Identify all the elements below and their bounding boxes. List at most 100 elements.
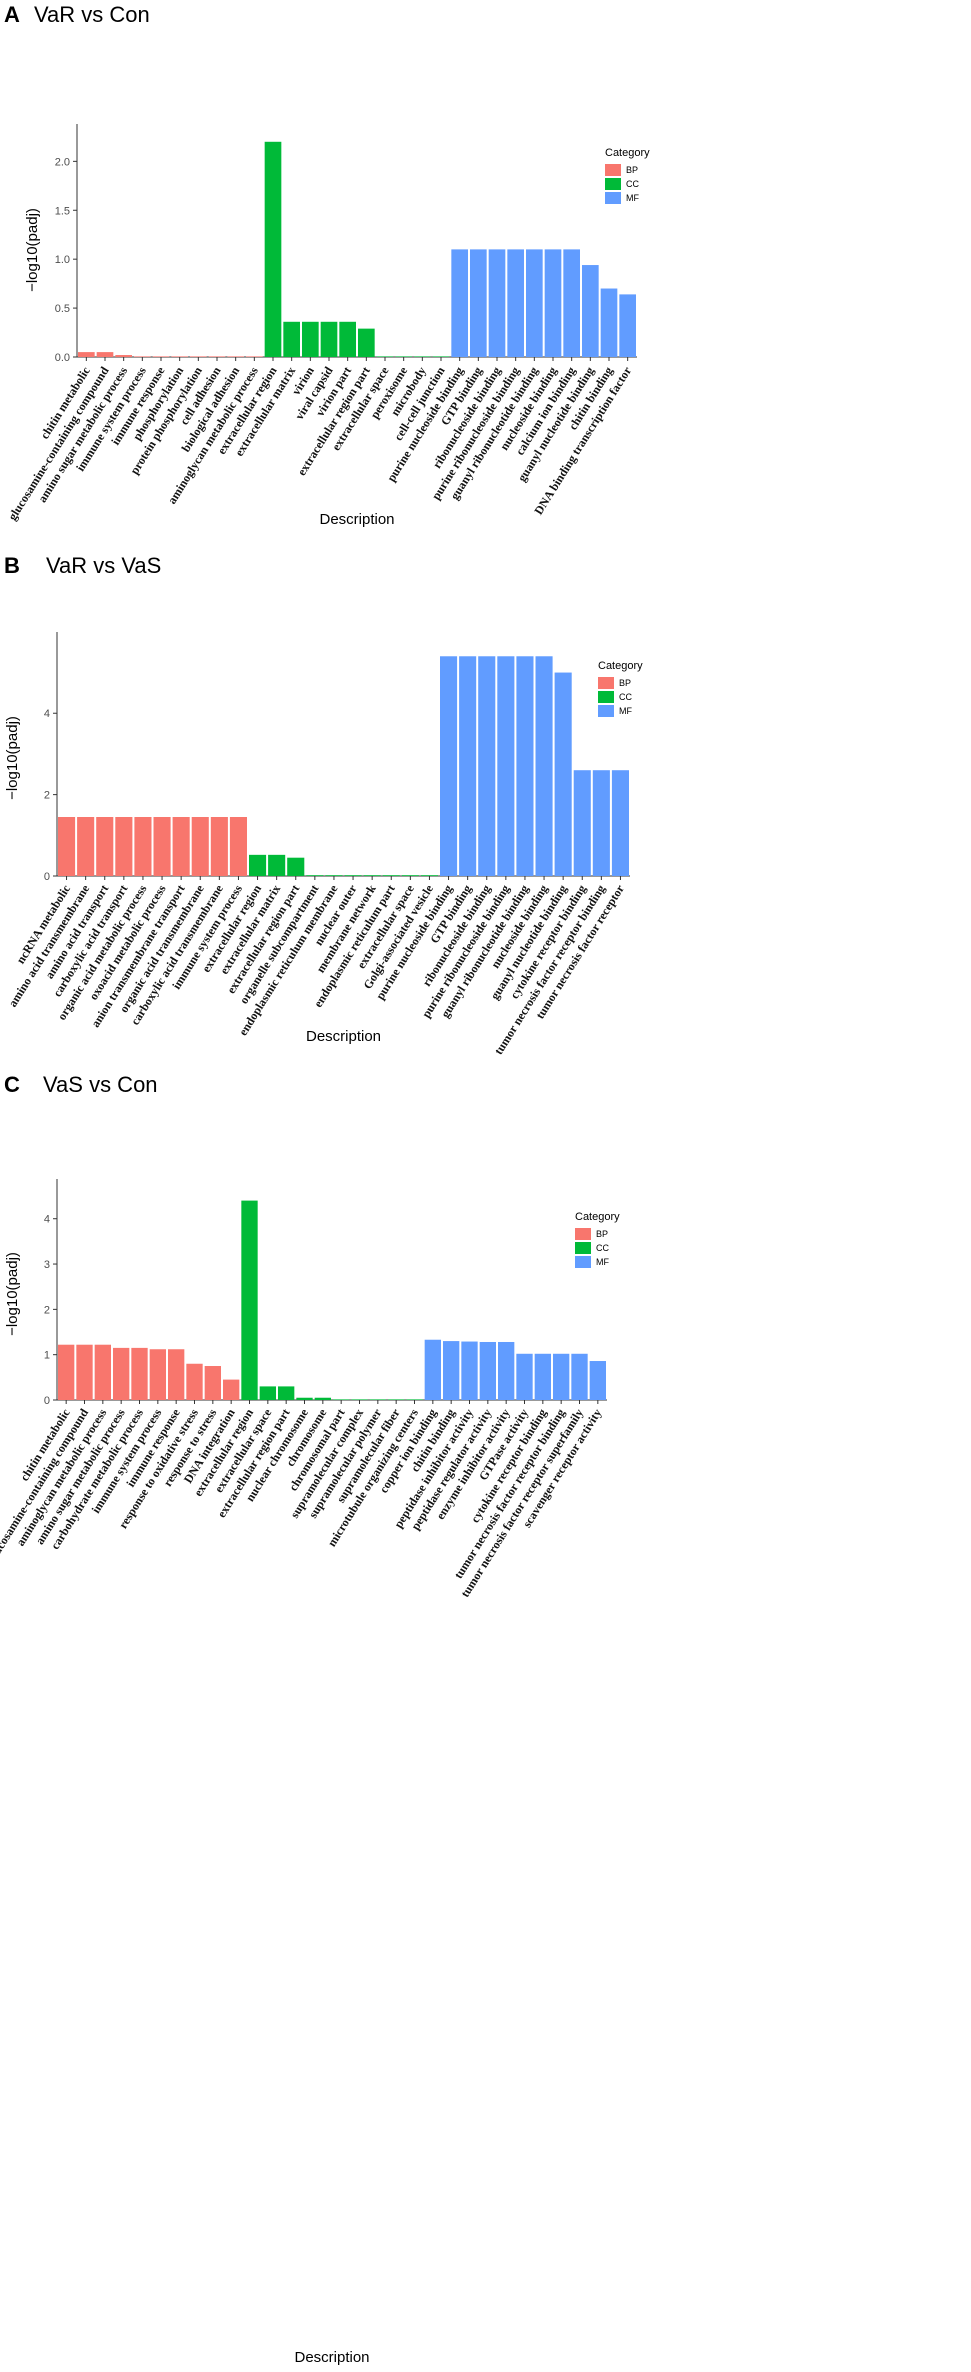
x-axis-title: Description xyxy=(306,1028,381,1045)
legend-label: MF xyxy=(626,193,639,203)
bar-bp xyxy=(190,356,207,357)
bar-mf xyxy=(573,770,591,876)
bar-bp xyxy=(77,817,95,876)
legend-label: MF xyxy=(619,706,632,716)
bar-cc xyxy=(432,356,450,357)
bar-cc xyxy=(344,875,362,876)
bar-bp xyxy=(153,817,171,876)
y-tick-label: 0 xyxy=(44,1395,50,1407)
legend-swatch-cc xyxy=(575,1242,591,1254)
bar-cc xyxy=(382,875,400,876)
bar-cc xyxy=(388,1399,405,1400)
bar-mf xyxy=(461,1341,478,1400)
legend-label: CC xyxy=(596,1243,609,1253)
legend-swatch-mf xyxy=(575,1256,591,1268)
bar-mf xyxy=(571,1353,588,1400)
y-tick-label: 1 xyxy=(44,1350,50,1362)
bar-bp xyxy=(115,817,133,876)
bar-bp xyxy=(227,356,244,357)
legend-label: BP xyxy=(596,1229,608,1239)
bar-cc xyxy=(351,1399,368,1400)
x-axis-title: Description xyxy=(319,511,394,528)
legend-swatch-mf xyxy=(605,192,621,204)
legend-label: CC xyxy=(626,179,639,189)
bar-mf xyxy=(451,249,468,357)
bar-mf xyxy=(544,249,562,357)
legend-swatch-cc xyxy=(598,691,614,703)
bar-bp xyxy=(58,1344,75,1400)
y-tick-label: 1.0 xyxy=(55,254,70,266)
panel-letter: B xyxy=(4,553,20,578)
bar-cc xyxy=(278,1386,295,1400)
legend-label: MF xyxy=(596,1257,609,1267)
panel-title: VaR vs Con xyxy=(34,2,150,27)
bar-bp xyxy=(208,356,226,357)
y-axis-title: −log10(padj) xyxy=(24,208,41,292)
bar-mf xyxy=(535,656,553,876)
bar-bp xyxy=(131,1347,148,1400)
bar-cc xyxy=(306,875,324,876)
bar-mf xyxy=(470,249,487,357)
bar-bp xyxy=(76,1344,93,1400)
chart-panel-a: A VaR vs Con0.00.51.01.52.0−log10(padj)ch… xyxy=(4,2,650,528)
bar-mf xyxy=(507,249,524,357)
bar-cc xyxy=(358,328,375,357)
legend-title: Category xyxy=(575,1211,620,1223)
bar-mf xyxy=(516,1353,533,1400)
bar-bp xyxy=(229,817,247,876)
bar-bp xyxy=(246,356,263,357)
y-tick-label: 0 xyxy=(44,871,50,883)
bar-bp xyxy=(152,356,170,357)
bar-cc xyxy=(296,1397,313,1400)
y-tick-label: 0.0 xyxy=(55,352,70,364)
bar-mf xyxy=(619,294,636,357)
bar-mf xyxy=(459,656,477,876)
bar-bp xyxy=(94,1344,111,1400)
bar-cc xyxy=(376,356,394,357)
bar-cc xyxy=(401,875,419,876)
y-tick-label: 0.5 xyxy=(55,303,70,315)
bar-cc xyxy=(363,875,381,876)
y-tick-label: 2.0 xyxy=(55,156,70,168)
bar-bp xyxy=(58,817,76,876)
panel-title: VaS vs Con xyxy=(43,1072,158,1097)
bar-mf xyxy=(498,1341,515,1400)
bar-bp xyxy=(204,1366,221,1400)
bar-bp xyxy=(223,1379,240,1400)
bar-cc xyxy=(302,321,319,357)
legend-swatch-cc xyxy=(605,178,621,190)
bar-cc xyxy=(414,356,431,357)
panel-letter: C xyxy=(4,1072,20,1097)
bar-bp xyxy=(115,355,132,357)
bar-mf xyxy=(440,656,458,876)
bar-mf xyxy=(553,1353,570,1400)
legend-swatch-bp xyxy=(605,164,621,176)
bar-mf xyxy=(424,1339,441,1400)
bar-cc xyxy=(314,1397,331,1400)
bar-cc xyxy=(333,1399,350,1400)
y-tick-label: 2 xyxy=(44,1304,50,1316)
bar-mf xyxy=(534,1353,551,1400)
bar-mf xyxy=(443,1341,460,1400)
bar-cc xyxy=(249,854,267,876)
y-tick-label: 3 xyxy=(44,1259,50,1271)
bar-mf xyxy=(582,265,599,357)
legend-label: BP xyxy=(626,165,638,175)
panel-letter: A xyxy=(4,2,20,27)
bar-bp xyxy=(171,356,188,357)
legend-label: CC xyxy=(619,692,632,702)
bar-mf xyxy=(554,672,572,876)
bar-mf xyxy=(488,249,506,357)
bar-mf xyxy=(589,1361,606,1400)
bar-bp xyxy=(96,352,114,357)
bar-cc xyxy=(395,356,412,357)
bar-cc xyxy=(420,875,438,876)
bar-cc xyxy=(268,854,286,876)
y-axis-title: −log10(padj) xyxy=(4,1252,21,1336)
legend-swatch-bp xyxy=(575,1228,591,1240)
x-axis-title: Description xyxy=(294,2349,369,2366)
bar-bp xyxy=(113,1347,130,1400)
bar-mf xyxy=(563,249,580,357)
legend-swatch-bp xyxy=(598,677,614,689)
